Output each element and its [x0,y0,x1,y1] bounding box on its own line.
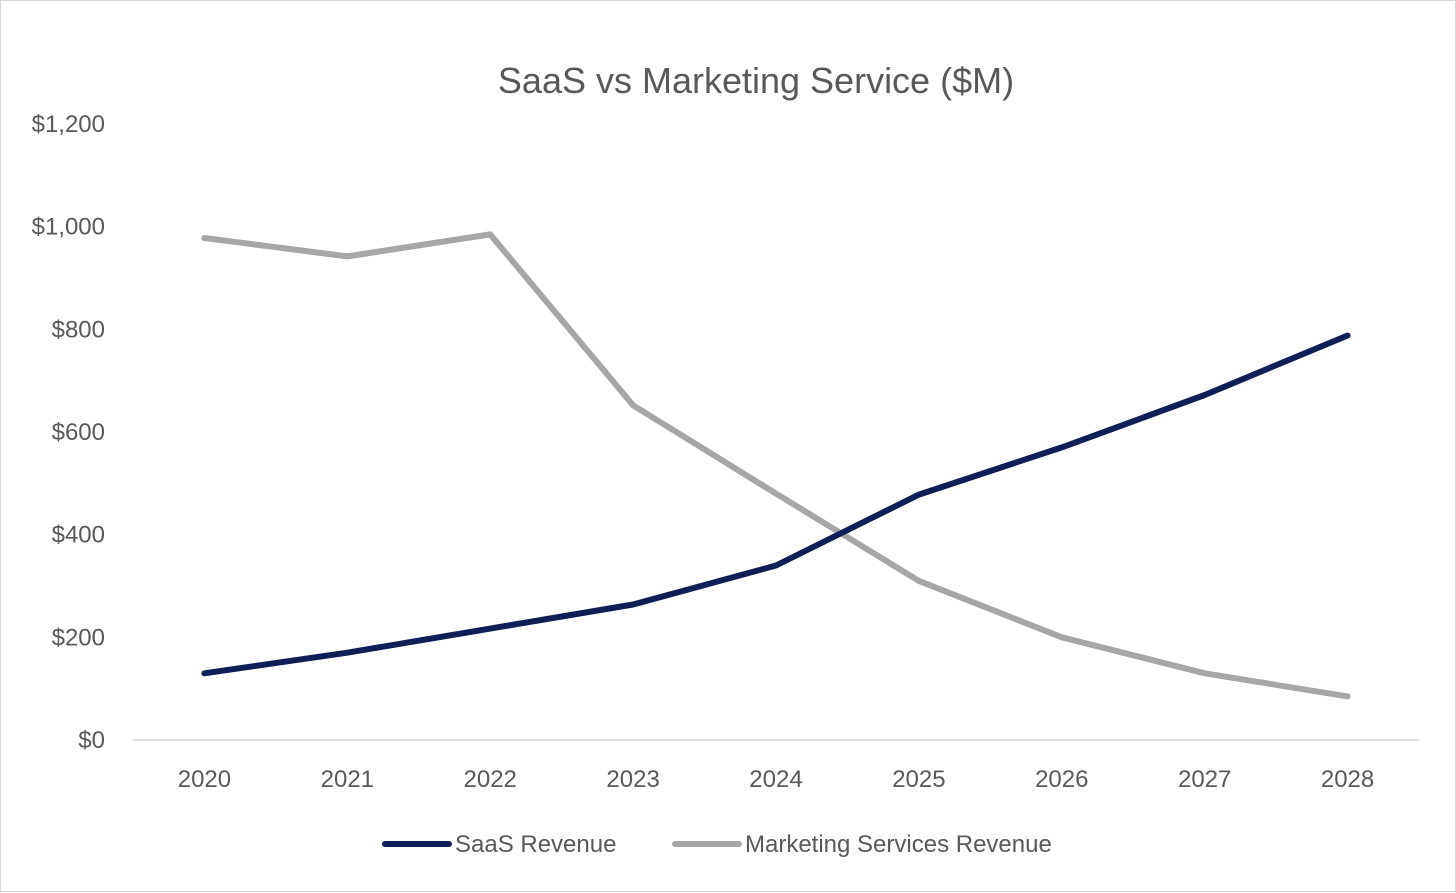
y-axis-ticks: $0 $200 $400 $600 $800 $1,000 $1,200 [32,111,105,754]
y-tick-label: $1,200 [32,111,105,138]
y-tick-label: $1,000 [32,214,105,241]
chart-legend: SaaS Revenue Marketing Services Revenue [382,831,1052,858]
series-line-marketing-services-revenue [201,231,1351,700]
x-tick-label: 2028 [1321,766,1374,793]
y-tick-label: $200 [52,624,105,651]
y-tick-label: $600 [52,419,105,446]
chart-title: SaaS vs Marketing Service ($M) [498,60,1014,101]
x-tick-label: 2021 [321,766,374,793]
y-tick-label: $800 [52,316,105,343]
x-tick-label: 2020 [178,766,231,793]
y-tick-label: $400 [52,522,105,549]
legend-label: SaaS Revenue [455,831,616,858]
x-tick-label: 2027 [1178,766,1231,793]
legend-label: Marketing Services Revenue [745,831,1052,858]
x-axis-ticks: 2020 2021 2022 2023 2024 2025 2026 2027 2028 [178,766,1375,793]
series-lines [201,231,1351,700]
legend-item: Marketing Services Revenue [672,831,1052,858]
series-line-saas-revenue [201,332,1351,677]
x-tick-label: 2026 [1035,766,1088,793]
x-tick-label: 2024 [749,766,802,793]
y-tick-label: $0 [78,727,105,754]
x-tick-label: 2023 [606,766,659,793]
x-tick-label: 2022 [464,766,517,793]
legend-item: SaaS Revenue [382,831,616,858]
x-tick-label: 2025 [892,766,945,793]
